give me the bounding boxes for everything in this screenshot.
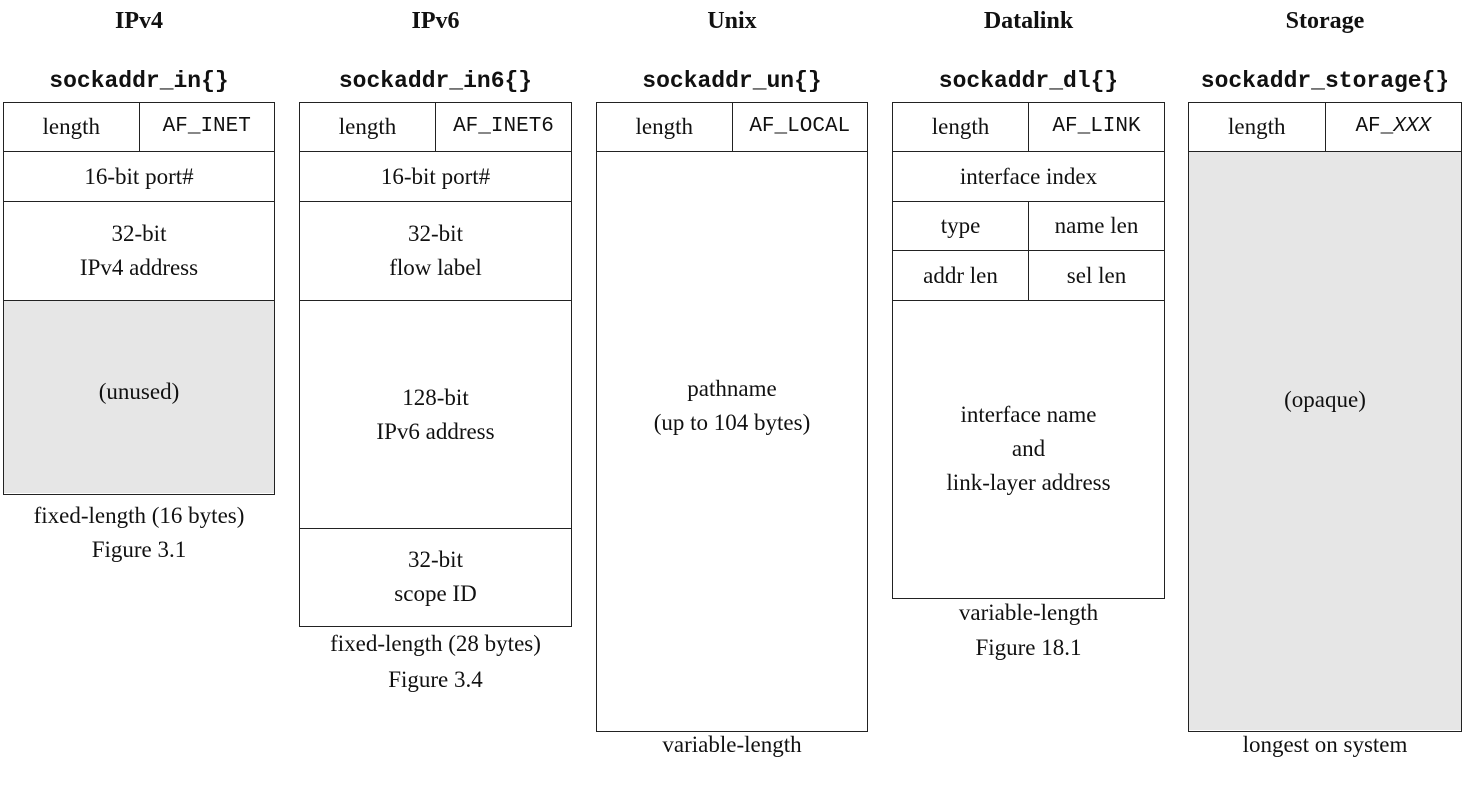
length-cell: length [42,114,101,139]
struct-box: length AF_INET 16-bit port# 32-bit IPv4 … [3,102,275,495]
header-row: length AF_LINK [893,103,1164,152]
size-caption: variable-length [958,600,1099,625]
struct-name: sockaddr_in6{} [338,68,533,94]
port-field: 16-bit port# [4,152,274,202]
address-field: 128-bit IPv6 address [300,301,571,529]
address-line-1: 128-bit [402,384,469,410]
struct-name: sockaddr_un{} [642,68,822,94]
pathname-line-1: pathname [687,376,777,401]
opaque-field: (opaque) [1189,152,1461,730]
pathname-line-2: (up to 104 bytes) [653,410,811,435]
header-row: length AF_LOCAL [597,103,867,152]
address-line-1: 32-bit [111,221,167,246]
type-namelen-row: type name len [893,202,1164,251]
struct-box: length AF_LINK interface index type name… [892,102,1165,599]
size-caption: fixed-length (16 bytes) [33,503,245,528]
sel-len-cell: sel len [1028,251,1164,300]
addr-len-cell: addr len [923,262,998,288]
struct-box: length AF_INET6 16-bit port# 32-bit flow… [299,102,572,627]
family-constant-cell: AF_LINK [1028,103,1164,151]
port-field: 16-bit port# [300,152,571,202]
length-cell: length [1228,114,1286,139]
address-line-2: IPv6 address [376,418,495,444]
size-caption: variable-length [662,732,802,757]
scope-id-field: 32-bit scope ID [300,529,571,625]
addrlen-sellen-row: addr len sel len [893,251,1164,301]
interface-index-field: interface index [893,152,1164,202]
length-cell: length [931,114,990,139]
address-field: 32-bit IPv4 address [4,202,274,301]
interface-name-line-1: interface name [960,402,1097,427]
header-row: length AF_INET6 [300,103,571,152]
size-caption: longest on system [1242,732,1408,757]
flow-label-line-1: 32-bit [408,221,463,246]
family-heading: IPv4 [115,8,163,34]
flow-label-field: 32-bit flow label [300,202,571,301]
interface-name-line-2: and [1011,436,1046,461]
interface-name-line-3: link-layer address [946,470,1111,495]
family-heading: Unix [707,8,757,34]
size-caption: fixed-length (28 bytes) [330,631,541,656]
interface-name-field: interface name and link-layer address [893,301,1164,597]
type-cell: type [940,213,981,238]
name-len-cell: name len [1028,202,1164,250]
family-heading: Storage [1285,8,1365,34]
unused-field: (unused) [4,301,274,493]
struct-name: sockaddr_storage{} [1200,68,1450,94]
family-constant-prefix: AF_ [1355,115,1394,138]
struct-box: length AF_ XXX (opaque) [1188,102,1462,732]
family-heading: IPv6 [411,8,460,34]
scope-id-line-1: 32-bit [408,547,463,572]
struct-box: length AF_LOCAL pathname (up to 104 byte… [596,102,868,732]
family-constant-cell: AF_ XXX [1324,103,1462,151]
struct-name: sockaddr_in{} [49,68,229,94]
figure-caption: Figure 3.1 [91,537,187,562]
length-cell: length [635,114,694,139]
family-constant-placeholder: XXX [1393,115,1432,138]
scope-id-line-2: scope ID [394,581,477,606]
length-cell: length [338,114,397,139]
header-row: length AF_INET [4,103,274,152]
address-line-2: IPv4 address [79,255,199,280]
family-heading: Datalink [983,8,1074,34]
header-row: length AF_ XXX [1189,103,1461,152]
flow-label-line-2: flow label [389,255,482,280]
figure-caption: Figure 3.4 [388,667,483,692]
struct-name: sockaddr_dl{} [938,68,1119,94]
family-constant-cell: AF_LOCAL [731,103,868,151]
pathname-field: pathname (up to 104 bytes) [597,152,867,730]
figure-caption: Figure 18.1 [975,635,1082,660]
family-constant-cell: AF_INET [138,103,275,151]
family-constant-cell: AF_INET6 [435,103,571,151]
